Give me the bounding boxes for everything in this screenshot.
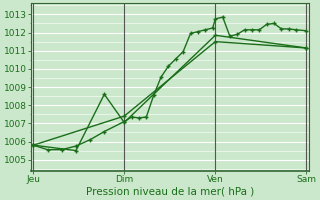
- X-axis label: Pression niveau de la mer( hPa ): Pression niveau de la mer( hPa ): [86, 187, 254, 197]
